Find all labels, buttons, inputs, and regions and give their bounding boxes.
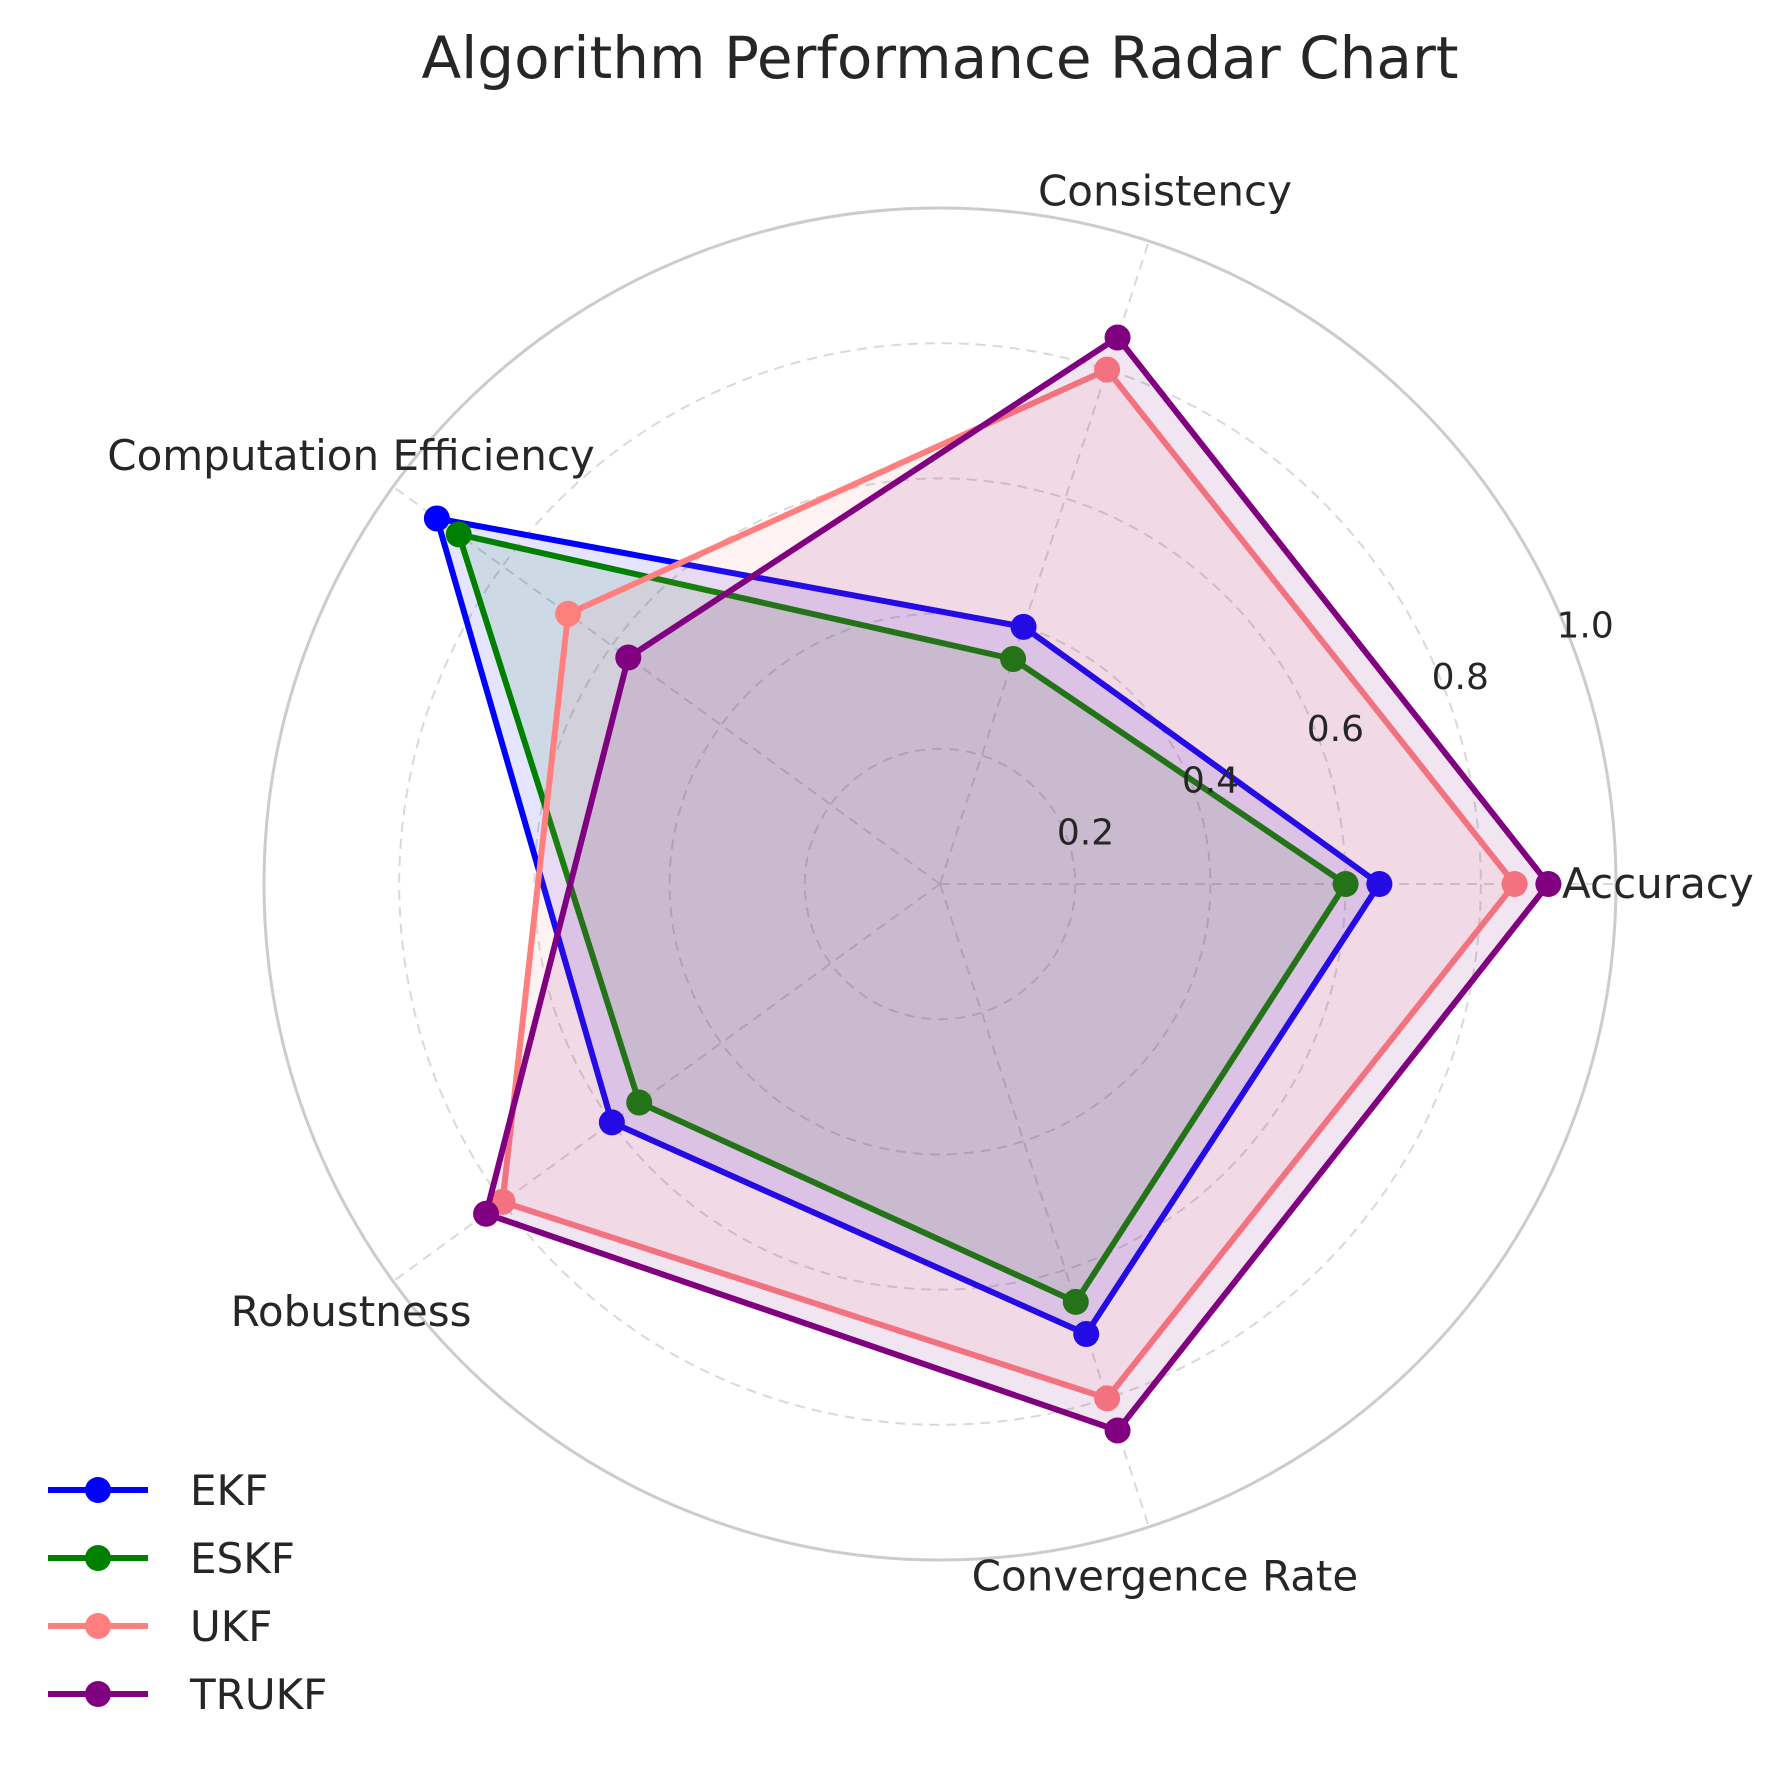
series-fill-ekf <box>436 518 1380 1334</box>
series-ukf <box>489 356 1528 1412</box>
polar-outer-ring <box>262 206 1618 1562</box>
point-trukf-convergence-rate <box>1104 1417 1131 1444</box>
r-tick-label: 0.2 <box>1057 812 1114 853</box>
axis-label-robustness: Robustness <box>231 1287 472 1336</box>
chart-title: Algorithm Performance Radar Chart <box>421 24 1458 92</box>
series-line-ekf <box>433 515 1383 1337</box>
series-fill-trukf <box>486 337 1549 1431</box>
legend-item-ukf: UKF <box>48 1602 272 1651</box>
point-ekf-computation-efficiency <box>423 505 450 532</box>
point-ekf-consistency <box>1010 613 1037 640</box>
legend-item-ekf: EKF <box>48 1466 268 1515</box>
point-trukf-consistency <box>1104 324 1131 351</box>
polar-grid-ring <box>668 612 1212 1156</box>
series-line-ukf <box>499 366 1518 1402</box>
legend-marker <box>85 1681 111 1707</box>
legend: EKF ESKF UKF TRUKF <box>48 1466 327 1719</box>
point-ukf-convergence-rate <box>1094 1385 1121 1412</box>
point-eskf-accuracy <box>1332 871 1359 897</box>
series-layer <box>423 324 1562 1444</box>
legend-item-trukf: TRUKF <box>48 1670 327 1719</box>
legend-marker <box>85 1613 111 1639</box>
point-ekf-convergence-rate <box>1073 1321 1100 1348</box>
series-ekf <box>423 505 1393 1348</box>
legend-marker <box>85 1477 111 1503</box>
r-tick-label: 0.4 <box>1182 761 1239 802</box>
legend-label: EKF <box>190 1466 268 1515</box>
r-tick-label: 0.6 <box>1307 709 1364 750</box>
point-trukf-robustness <box>473 1200 500 1227</box>
series-line-trukf <box>483 334 1552 1434</box>
legend-label: TRUKF <box>189 1670 327 1719</box>
point-eskf-consistency <box>1000 645 1027 672</box>
axis-labels: Accuracy Consistency Computation Efficienc… <box>107 167 1753 1601</box>
point-eskf-computation-efficiency <box>445 521 472 548</box>
series-eskf <box>445 521 1359 1315</box>
legend-marker <box>85 1545 111 1571</box>
spoke-computation-efficiency <box>392 485 941 885</box>
point-ukf-computation-efficiency <box>555 600 582 627</box>
legend-item-eskf: ESKF <box>48 1534 295 1583</box>
series-trukf <box>473 324 1562 1444</box>
point-ukf-accuracy <box>1501 871 1528 897</box>
point-ukf-consistency <box>1094 356 1121 383</box>
r-tick-label: 0.8 <box>1432 657 1489 698</box>
legend-label: ESKF <box>190 1534 295 1583</box>
radial-tick-labels: 0.2 0.4 0.6 0.8 1.0 <box>1057 605 1614 853</box>
polar-grid-ring <box>398 342 1482 1426</box>
axis-label-consistency: Consistency <box>1038 167 1292 216</box>
legend-label: UKF <box>190 1602 272 1651</box>
axis-label-convergence-rate: Convergence Rate <box>972 1551 1359 1600</box>
r-tick-label: 1.0 <box>1557 605 1614 646</box>
series-fill-ukf <box>502 369 1515 1399</box>
point-eskf-convergence-rate <box>1062 1288 1089 1315</box>
axis-label-computation-efficiency: Computation Efficiency <box>107 431 595 480</box>
polar-grid-ring <box>803 747 1077 1021</box>
point-ekf-robustness <box>598 1109 625 1136</box>
series-fill-eskf <box>458 534 1346 1302</box>
axis-label-accuracy: Accuracy <box>1562 859 1754 908</box>
point-eskf-robustness <box>626 1089 653 1116</box>
point-trukf-accuracy <box>1535 871 1562 897</box>
series-line-eskf <box>455 531 1349 1305</box>
point-ekf-accuracy <box>1366 871 1393 897</box>
point-trukf-computation-efficiency <box>615 644 642 671</box>
